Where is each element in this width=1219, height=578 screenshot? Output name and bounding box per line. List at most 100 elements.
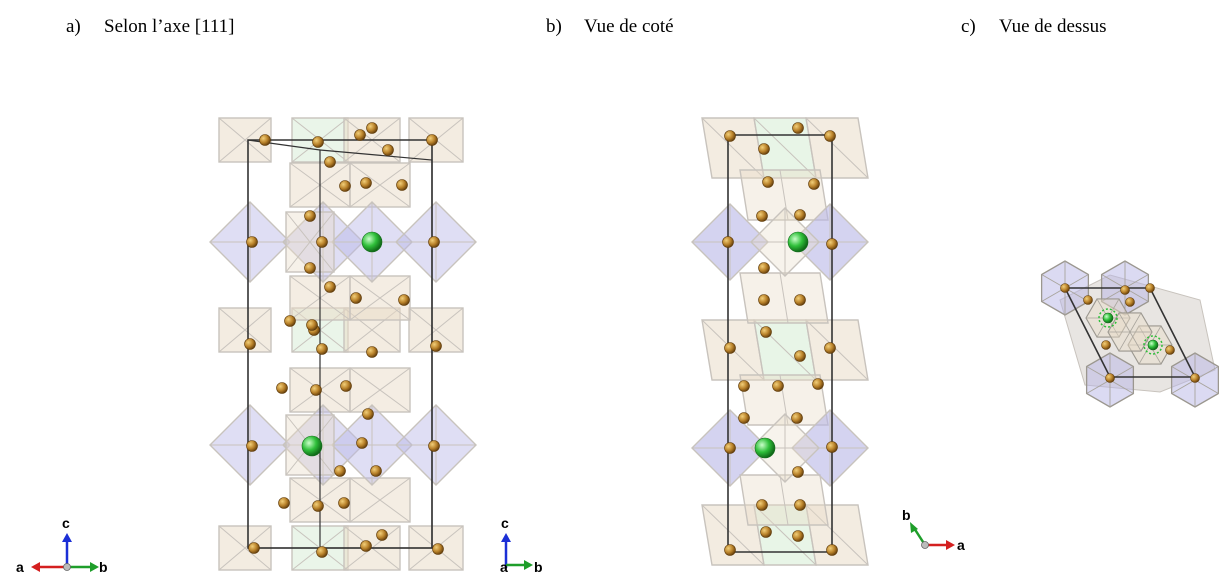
brown-atom <box>794 499 806 511</box>
caption-c-text: Vue de dessus <box>999 16 1107 37</box>
brown-atom <box>826 441 838 453</box>
brown-atom <box>738 380 750 392</box>
brown-atom <box>1105 373 1115 383</box>
octahedron-edge <box>218 525 272 571</box>
b-axis-arrowhead-icon <box>90 562 99 572</box>
brown-atom <box>366 122 378 134</box>
green-atom-ring <box>1098 308 1118 328</box>
brown-atom <box>428 440 440 452</box>
axis-label-a: a <box>957 537 965 553</box>
brown-atom <box>791 412 803 424</box>
octahedron-edge <box>349 275 411 321</box>
caption-b-text: Vue de coté <box>584 16 674 37</box>
brown-atom <box>758 262 770 274</box>
brown-atom <box>1190 373 1200 383</box>
caption-a: a) Selon l’axe [111] <box>66 16 235 38</box>
brown-atom <box>356 437 368 449</box>
brown-atom <box>758 143 770 155</box>
brown-atom <box>762 176 774 188</box>
octahedron-edge <box>1129 312 1142 333</box>
axis-label-b: b <box>902 507 911 523</box>
brown-atom <box>758 294 770 306</box>
octahedron-edge <box>753 504 817 566</box>
brown-atom <box>324 156 336 168</box>
brown-atom <box>722 236 734 248</box>
green-atom <box>754 437 776 459</box>
origin-marker <box>921 541 929 549</box>
brown-atom <box>756 210 768 222</box>
green-atom <box>1102 312 1114 324</box>
octahedron-edge <box>753 117 817 179</box>
brown-atom <box>1145 283 1155 293</box>
brown-atom <box>360 177 372 189</box>
octahedron-edge <box>779 169 789 221</box>
brown-atom <box>278 497 290 509</box>
octahedron-edge <box>779 272 789 324</box>
octahedron-edge <box>285 211 335 273</box>
brown-atom <box>306 319 318 331</box>
a-axis-arrowhead-icon <box>946 540 955 550</box>
brown-atom <box>382 144 394 156</box>
brown-atom <box>794 209 806 221</box>
brown-atom <box>316 546 328 558</box>
brown-atom <box>724 442 736 454</box>
panel-a-atoms <box>244 122 444 558</box>
brown-atom <box>360 540 372 552</box>
brown-atom <box>316 343 328 355</box>
octahedron-edge <box>1118 312 1131 333</box>
caption-b-letter: b) <box>546 16 562 37</box>
brown-atom <box>324 281 336 293</box>
brown-atom <box>792 530 804 542</box>
brown-atom <box>354 129 366 141</box>
c-axis-arrowhead-icon <box>501 533 511 542</box>
brown-atom <box>248 542 260 554</box>
b-axis-arrowhead-icon <box>910 522 918 533</box>
octahedron-edge <box>701 504 765 566</box>
brown-atom <box>426 134 438 146</box>
axis-triad-b: c a b <box>500 515 543 575</box>
caption-b: b) Vue de coté <box>546 16 674 38</box>
axis-label-c: c <box>501 515 509 531</box>
panel-a-unit-cell <box>247 139 433 549</box>
octahedron-edge <box>408 307 464 353</box>
unit-cell-edge <box>319 149 433 549</box>
brown-atom <box>1060 283 1070 293</box>
a-axis-arrowhead-icon <box>31 562 40 572</box>
brown-atom <box>824 130 836 142</box>
brown-atom <box>350 292 362 304</box>
octahedron-edge <box>1129 331 1142 352</box>
brown-atom <box>824 342 836 354</box>
octahedron-edge <box>218 307 272 353</box>
brown-atom <box>724 342 736 354</box>
brown-atom <box>370 465 382 477</box>
caption-c: c) Vue de dessus <box>961 16 1107 38</box>
octahedron-edge <box>1101 274 1126 289</box>
panel-c-polyhedra <box>1040 260 1219 408</box>
caption-a-letter: a) <box>66 16 81 37</box>
axis-label-a: a <box>500 559 508 575</box>
brown-atom <box>724 544 736 556</box>
octahedron-edge <box>779 474 789 526</box>
caption-c-letter: c) <box>961 16 976 37</box>
green-atom <box>1147 339 1159 351</box>
panel-b-polyhedra <box>691 117 869 566</box>
brown-atom <box>1101 340 1111 350</box>
green-atom-ring <box>1143 335 1163 355</box>
brown-atom <box>756 499 768 511</box>
octahedron-edge <box>1138 344 1151 365</box>
octahedron-edge <box>349 162 411 208</box>
octahedron-edge <box>701 117 765 179</box>
brown-atom <box>812 378 824 390</box>
axis-label-b: b <box>534 559 543 575</box>
panel-c-atoms <box>1060 283 1200 383</box>
brown-atom <box>1125 297 1135 307</box>
green-atom <box>301 435 323 457</box>
octahedron-edge <box>218 117 272 163</box>
octahedron-edge <box>1194 379 1219 394</box>
brown-atom <box>244 338 256 350</box>
brown-atom <box>826 544 838 556</box>
brown-atom <box>310 384 322 396</box>
origin-marker <box>63 563 71 571</box>
octahedron-edge <box>349 477 411 523</box>
brown-atom <box>738 412 750 424</box>
